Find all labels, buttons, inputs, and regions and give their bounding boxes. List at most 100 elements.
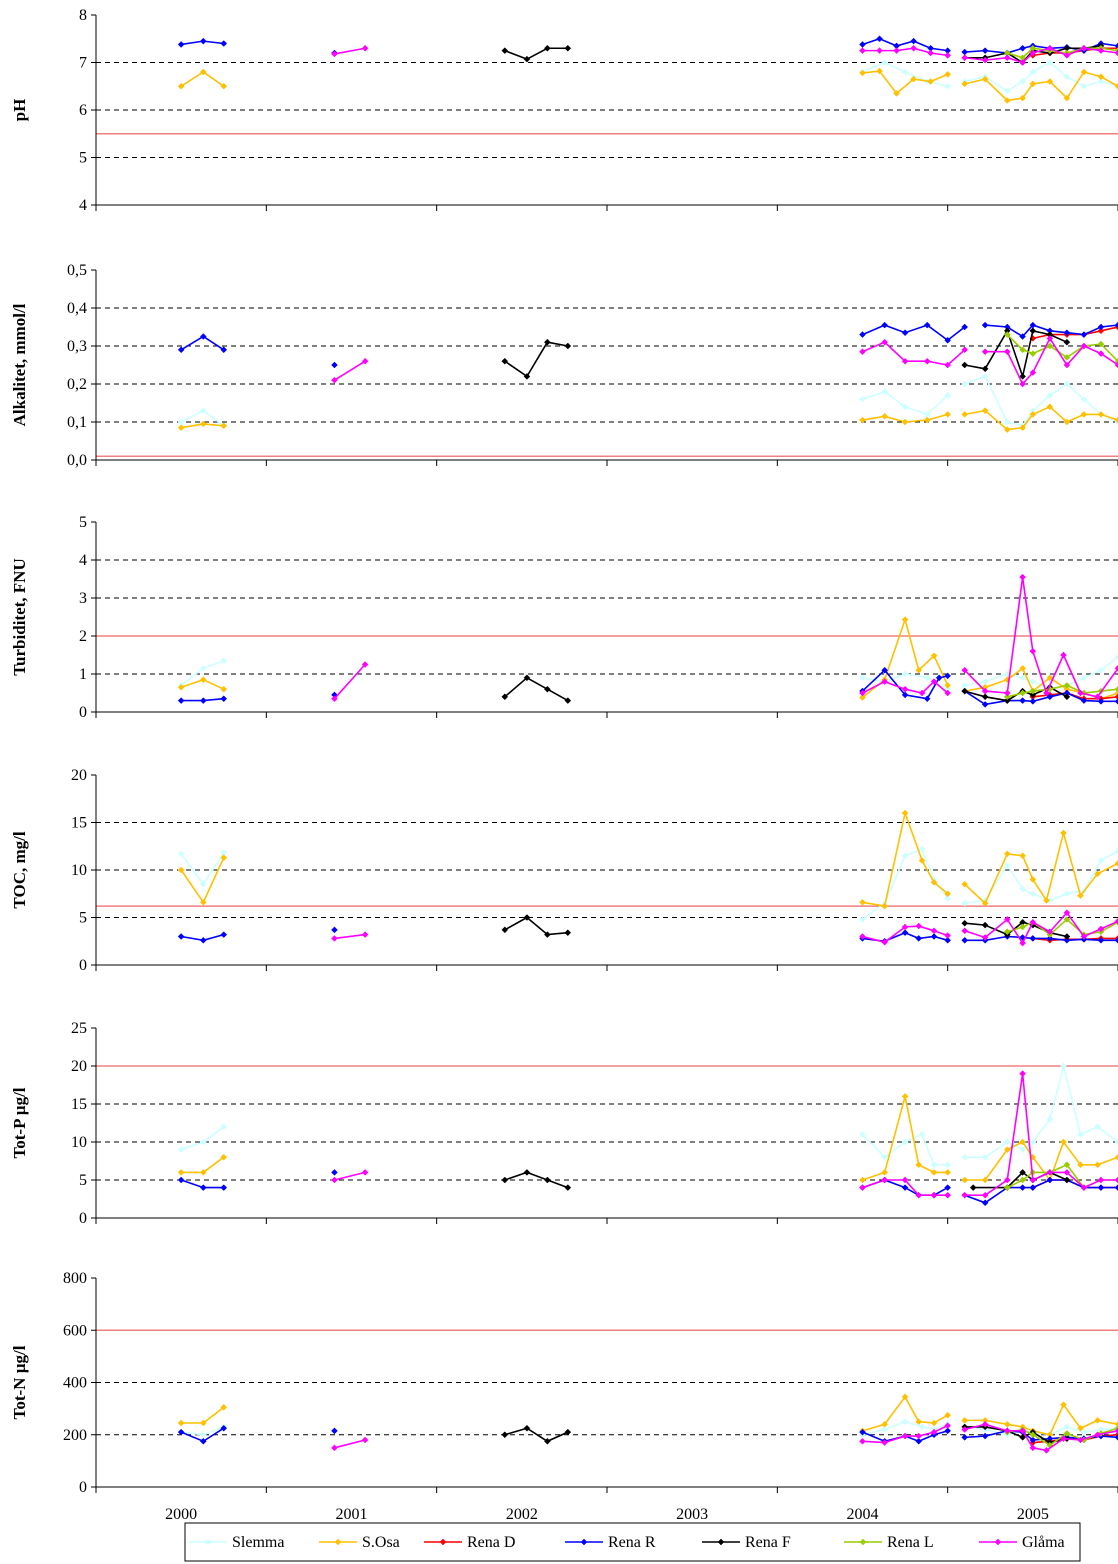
data-point — [1080, 68, 1088, 76]
data-point — [523, 55, 531, 63]
data-point — [1029, 1138, 1037, 1146]
data-point — [177, 1146, 185, 1153]
data-point — [177, 683, 185, 691]
data-point — [220, 695, 228, 703]
data-point — [944, 936, 952, 944]
series-line — [504, 1171, 569, 1189]
data-point — [1019, 674, 1026, 682]
data-point — [544, 685, 551, 693]
data-point — [859, 689, 866, 697]
data-point — [177, 850, 185, 858]
data-point — [1063, 682, 1071, 689]
data-point — [220, 685, 228, 693]
data-point — [1114, 859, 1118, 867]
data-point — [1063, 890, 1071, 898]
data-point — [1080, 933, 1088, 940]
series-line — [964, 71, 1118, 102]
data-point — [1114, 1427, 1118, 1435]
data-point — [901, 403, 909, 411]
series-line — [180, 1126, 225, 1151]
data-point — [859, 1428, 866, 1436]
data-point — [1029, 68, 1037, 76]
data-point — [961, 1426, 969, 1433]
data-point — [220, 346, 228, 354]
data-point — [1063, 1176, 1071, 1184]
data-point — [901, 1393, 909, 1401]
series-line — [964, 1140, 1118, 1182]
data-point — [1046, 935, 1054, 942]
series-line — [862, 1395, 949, 1432]
series-S.Osa — [177, 1393, 1118, 1439]
data-point — [961, 682, 969, 689]
series-line — [334, 360, 366, 381]
data-point — [930, 927, 938, 935]
data-point — [220, 1424, 228, 1432]
data-point — [981, 678, 989, 685]
data-point — [901, 809, 909, 817]
y-tick-label: 0 — [79, 704, 87, 721]
data-point — [961, 919, 969, 927]
data-point — [881, 388, 888, 395]
data-point — [915, 922, 923, 930]
data-point — [501, 47, 509, 54]
data-point — [1077, 1131, 1084, 1138]
data-point — [859, 395, 866, 403]
data-point — [1046, 1169, 1054, 1176]
data-point — [501, 926, 509, 934]
data-point — [927, 49, 934, 57]
data-point — [1029, 1176, 1037, 1184]
data-point — [901, 852, 909, 860]
series-Glåma — [331, 1420, 1118, 1454]
y-tick-label: 15 — [71, 1096, 87, 1113]
data-point — [961, 361, 969, 369]
data-point — [523, 914, 531, 921]
data-point — [918, 845, 926, 853]
data-point — [981, 921, 989, 929]
series-line — [504, 916, 568, 936]
series-line — [964, 1065, 1118, 1158]
series-line — [964, 1403, 1118, 1436]
legend-marker — [204, 1538, 212, 1546]
series-line — [964, 1423, 1118, 1452]
data-point — [881, 938, 888, 946]
data-point — [177, 82, 185, 90]
data-point — [177, 697, 185, 704]
data-point — [1063, 329, 1071, 337]
y-tick-label: 20 — [71, 767, 87, 784]
series-line — [964, 911, 1118, 945]
data-point — [981, 1432, 989, 1440]
legend: Slemma S.Osa Rena D Rena R Rena F Rena L Glåma — [184, 1522, 1081, 1562]
series-line — [862, 341, 966, 366]
series-line — [504, 47, 568, 61]
y-tick-label: 0,2 — [67, 376, 87, 393]
data-point — [1003, 689, 1011, 697]
series-Rena R — [177, 321, 1118, 369]
y-tick-label: 4 — [79, 552, 87, 569]
data-point — [1003, 331, 1011, 338]
data-point — [1003, 97, 1011, 104]
data-point — [1063, 693, 1071, 701]
data-point — [220, 854, 228, 862]
series-line — [504, 1427, 569, 1443]
data-point — [901, 1418, 909, 1426]
data-point — [1063, 909, 1071, 917]
data-point — [1029, 890, 1037, 898]
data-point — [1003, 1146, 1011, 1153]
data-point — [199, 1138, 207, 1146]
data-point — [901, 616, 909, 624]
data-point — [859, 331, 866, 338]
y-tick-label: 0 — [79, 957, 87, 974]
data-point — [961, 666, 969, 674]
data-point — [1043, 1447, 1050, 1454]
legend-item: Rena F — [702, 1534, 791, 1551]
data-point — [923, 695, 931, 703]
data-point — [544, 44, 551, 52]
data-point — [981, 348, 989, 356]
data-point — [881, 902, 888, 910]
y-tick-label: 10 — [71, 1134, 87, 1151]
data-point — [199, 898, 207, 906]
data-point — [944, 682, 952, 689]
data-point — [199, 664, 207, 672]
y-tick-label: 10 — [71, 862, 87, 879]
data-point — [881, 1153, 888, 1161]
